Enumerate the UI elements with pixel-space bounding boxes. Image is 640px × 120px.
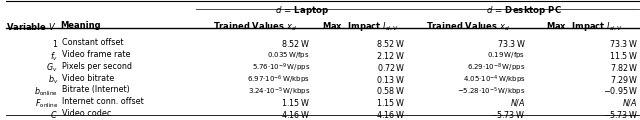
Text: Video frame rate: Video frame rate [62, 50, 131, 59]
Text: $1.15\,\mathrm{W}$: $1.15\,\mathrm{W}$ [376, 97, 405, 108]
Text: Bitrate (Internet): Bitrate (Internet) [62, 85, 129, 94]
Text: Video bitrate: Video bitrate [62, 74, 114, 83]
Text: $7.29\,\mathrm{W}$: $7.29\,\mathrm{W}$ [610, 74, 638, 85]
Text: Max. Impact $I_{d,V}$: Max. Impact $I_{d,V}$ [546, 21, 622, 33]
Text: Trained Values $x_d$: Trained Values $x_d$ [426, 21, 511, 33]
Text: $4.16\,\mathrm{W}$: $4.16\,\mathrm{W}$ [281, 109, 310, 120]
Text: $0.13\,\mathrm{W}$: $0.13\,\mathrm{W}$ [376, 74, 405, 85]
Text: $d\,=\,\mathbf{Laptop}$: $d\,=\,\mathbf{Laptop}$ [275, 4, 329, 17]
Text: $0.72\,\mathrm{W}$: $0.72\,\mathrm{W}$ [377, 62, 405, 73]
Text: $b_v$: $b_v$ [47, 74, 58, 86]
Text: $73.3\,\mathrm{W}$: $73.3\,\mathrm{W}$ [497, 39, 525, 49]
Text: $-5.28{\cdot}10^{-5}\,\mathrm{W/kbps}$: $-5.28{\cdot}10^{-5}\,\mathrm{W/kbps}$ [457, 85, 525, 98]
Text: $73.3\,\mathrm{W}$: $73.3\,\mathrm{W}$ [609, 39, 638, 49]
Text: $6.29{\cdot}10^{-8}\,\mathrm{W/pps}$: $6.29{\cdot}10^{-8}\,\mathrm{W/pps}$ [467, 62, 525, 74]
Text: $-0.95\,\mathrm{W}$: $-0.95\,\mathrm{W}$ [603, 85, 638, 96]
Text: $0.19\,\mathrm{W/fps}$: $0.19\,\mathrm{W/fps}$ [487, 50, 525, 60]
Text: Max. Impact $I_{d,V}$: Max. Impact $I_{d,V}$ [323, 21, 399, 33]
Text: $b_{\rm online}$: $b_{\rm online}$ [34, 85, 58, 98]
Text: Trained Values $x_d$: Trained Values $x_d$ [212, 21, 297, 33]
Text: $4.16\,\mathrm{W}$: $4.16\,\mathrm{W}$ [376, 109, 405, 120]
Text: $\mathit{N/A}$: $\mathit{N/A}$ [623, 97, 638, 108]
Text: $0.58\,\mathrm{W}$: $0.58\,\mathrm{W}$ [376, 85, 405, 96]
Text: Internet conn. offset: Internet conn. offset [62, 97, 143, 106]
Text: $-5.73\,\mathrm{W}$: $-5.73\,\mathrm{W}$ [490, 109, 525, 120]
Text: $3.24{\cdot}10^{-5}\,\mathrm{W/kbps}$: $3.24{\cdot}10^{-5}\,\mathrm{W/kbps}$ [248, 85, 310, 98]
Text: $f_v$: $f_v$ [50, 50, 58, 63]
Text: Variable $V$: Variable $V$ [6, 21, 57, 32]
Text: $G_v$: $G_v$ [47, 62, 58, 75]
Text: $d\,=\,\mathbf{Desktop\ PC}$: $d\,=\,\mathbf{Desktop\ PC}$ [486, 4, 562, 17]
Text: $11.5\,\mathrm{W}$: $11.5\,\mathrm{W}$ [609, 50, 638, 61]
Text: Meaning: Meaning [61, 21, 101, 30]
Text: Video codec: Video codec [62, 109, 111, 118]
Text: $1.15\,\mathrm{W}$: $1.15\,\mathrm{W}$ [281, 97, 310, 108]
Text: Pixels per second: Pixels per second [62, 62, 132, 71]
Text: $8.52\,\mathrm{W}$: $8.52\,\mathrm{W}$ [281, 39, 310, 49]
Text: Constant offset: Constant offset [62, 39, 124, 48]
Text: $1$: $1$ [52, 39, 58, 49]
Text: $4.05{\cdot}10^{-4}\,\mathrm{W/kbps}$: $4.05{\cdot}10^{-4}\,\mathrm{W/kbps}$ [463, 74, 525, 86]
Text: $8.52\,\mathrm{W}$: $8.52\,\mathrm{W}$ [376, 39, 405, 49]
Text: $0.035\,\mathrm{W/fps}$: $0.035\,\mathrm{W/fps}$ [268, 50, 310, 60]
Text: $C$: $C$ [51, 109, 58, 120]
Text: $-5.73\,\mathrm{W}$: $-5.73\,\mathrm{W}$ [603, 109, 638, 120]
Text: $F_{\rm online}$: $F_{\rm online}$ [35, 97, 58, 110]
Text: $6.97{\cdot}10^{-6}\,\mathrm{W/kbps}$: $6.97{\cdot}10^{-6}\,\mathrm{W/kbps}$ [247, 74, 310, 86]
Text: $7.82\,\mathrm{W}$: $7.82\,\mathrm{W}$ [609, 62, 638, 73]
Text: $2.12\,\mathrm{W}$: $2.12\,\mathrm{W}$ [376, 50, 405, 61]
Text: $5.76{\cdot}10^{-9}\,\mathrm{W/pps}$: $5.76{\cdot}10^{-9}\,\mathrm{W/pps}$ [252, 62, 310, 74]
Text: $\mathit{N/A}$: $\mathit{N/A}$ [509, 97, 525, 108]
